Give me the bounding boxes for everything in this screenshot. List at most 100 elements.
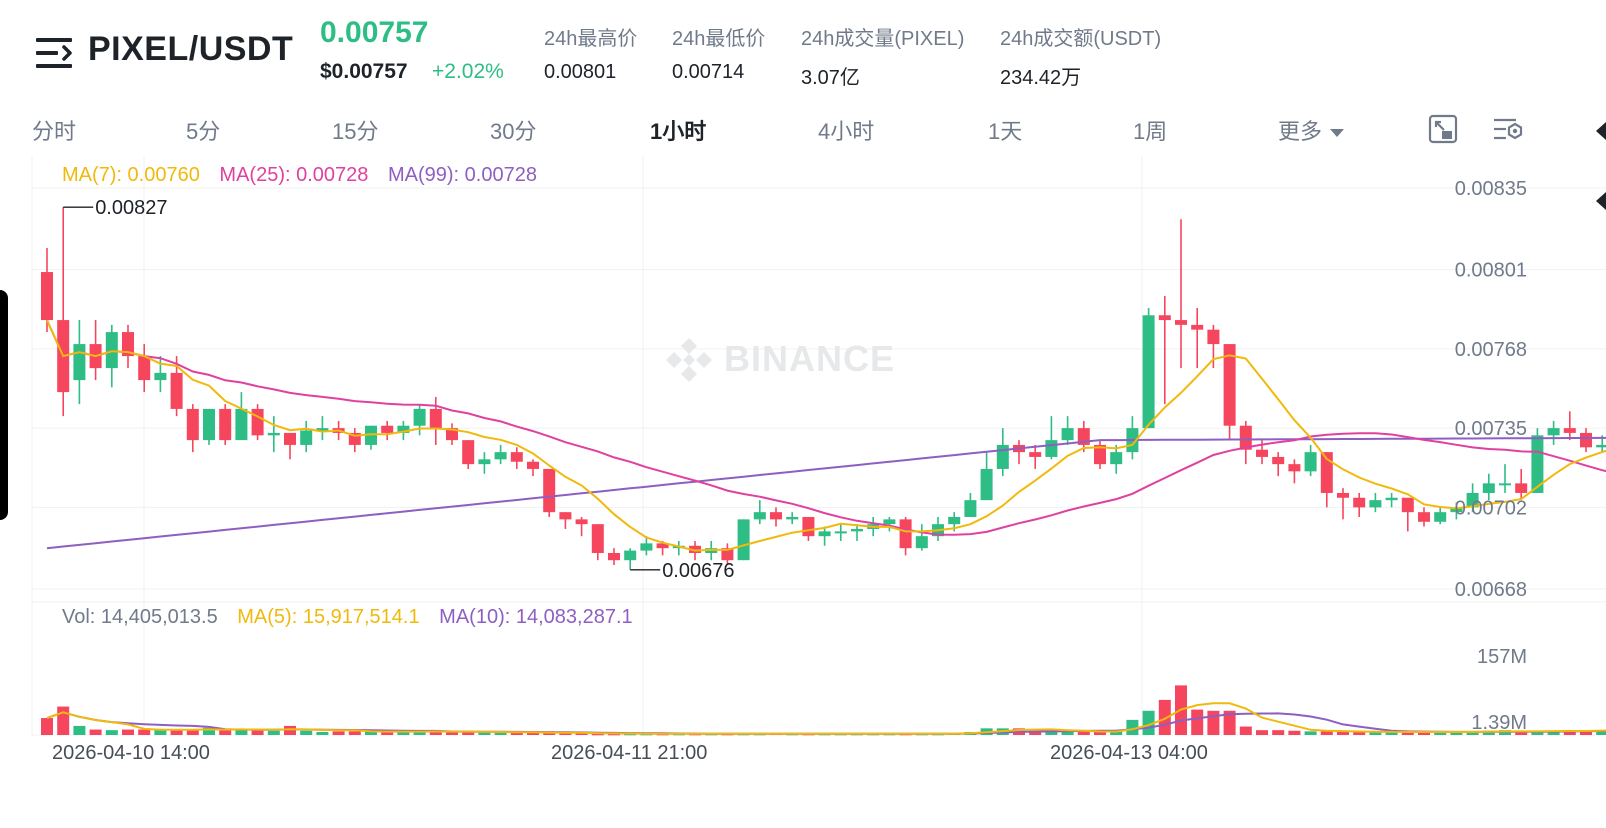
tab-1w[interactable]: 1周: [1133, 119, 1168, 144]
candle: [1207, 324, 1220, 369]
candle-body: [381, 425, 394, 433]
volume-bar: [494, 732, 507, 735]
tab-more[interactable]: 更多: [1278, 114, 1345, 146]
candle-body: [1547, 428, 1560, 436]
volume-bar: [235, 729, 248, 735]
candle-body: [154, 372, 167, 381]
candle-body: [802, 516, 815, 537]
candle: [462, 440, 475, 469]
candle: [1288, 459, 1301, 484]
stat-value: 0.00801: [544, 61, 617, 83]
watermark: BINANCE: [664, 336, 914, 384]
price-tick-label: 0.00835: [1455, 178, 1527, 200]
candle-body: [996, 444, 1009, 469]
candle: [57, 207, 70, 417]
volume-bar: [1077, 731, 1090, 735]
volume-bar: [1061, 731, 1074, 735]
tab-30m[interactable]: 30分: [490, 119, 537, 144]
tab-1h[interactable]: 1小时: [650, 119, 707, 144]
candle-body: [251, 408, 264, 436]
candle: [1353, 492, 1366, 517]
candle-body: [656, 543, 669, 549]
volume-bar: [316, 731, 329, 735]
candle-body: [624, 550, 637, 561]
volume-bar: [575, 733, 588, 735]
price-change: +2.02%: [432, 60, 504, 83]
candle-body: [186, 408, 199, 441]
candle: [1450, 502, 1463, 520]
candle-body: [1029, 452, 1042, 457]
candle-body: [689, 545, 701, 553]
volume-bar: [1547, 730, 1560, 735]
legend-ma25: MA(25): 0.00728: [219, 164, 369, 186]
candle: [915, 524, 928, 551]
legend-vol-ma5: MA(5): 15,917,514.1: [237, 606, 420, 628]
kline-chart[interactable]: 0.00827 0.00676 0.00835 0.00801 0.00768 0.007…: [0, 156, 1606, 742]
volume-bar: [1191, 709, 1204, 735]
volume-bar: [348, 731, 361, 735]
price-legend: MA(7): 0.00760 MA(25): 0.00728 MA(99): 0…: [62, 164, 551, 187]
volume-bar: [1110, 731, 1123, 735]
candle-body: [608, 552, 620, 561]
volume-tick-label: 1.39M: [1471, 712, 1527, 734]
candle: [818, 526, 831, 546]
candle-body: [105, 332, 118, 369]
candle: [980, 452, 993, 501]
candle: [1142, 308, 1155, 429]
candle-body: [316, 428, 329, 431]
caret-down-icon: [1330, 129, 1345, 138]
candle: [219, 404, 232, 445]
candle: [608, 548, 620, 565]
candle: [1304, 444, 1317, 477]
candle-body: [753, 512, 766, 520]
volume-bar: [1256, 730, 1268, 735]
volume-bar: [73, 725, 86, 735]
candle: [1126, 416, 1139, 460]
price-tick-label: 0.00735: [1455, 418, 1527, 440]
volume-bar: [284, 725, 296, 735]
candle-body: [235, 408, 248, 441]
volume-bar: [203, 727, 215, 735]
volume-bar: [413, 731, 426, 735]
candle-body: [915, 536, 928, 549]
candle-body: [138, 356, 151, 381]
stat-24h-high: 24h最高价 0.00801: [544, 22, 637, 84]
tab-15m[interactable]: 15分: [332, 119, 379, 144]
edge-arrow-icon: [1596, 122, 1606, 140]
candle: [753, 500, 766, 525]
candle-body: [397, 425, 410, 433]
vol-ma10-line: [46, 711, 1606, 735]
legend-vol-ma10: MA(10): 14,083,287.1: [439, 606, 633, 628]
volume-bar: [429, 730, 442, 735]
tab-1d[interactable]: 1天: [988, 119, 1023, 144]
candle-body: [1434, 512, 1447, 522]
volume-bar: [1385, 731, 1398, 735]
tab-4h[interactable]: 4小时: [818, 119, 875, 144]
fullscreen-icon[interactable]: [1428, 114, 1458, 144]
candle: [1466, 483, 1479, 513]
candle: [1482, 473, 1495, 501]
volume-bar: [1288, 730, 1301, 735]
candle: [591, 524, 604, 561]
x-tick-label: 2026-04-13 04:00: [1050, 742, 1208, 764]
candle: [138, 344, 151, 393]
tab-timeline[interactable]: 分时: [32, 119, 77, 144]
candle: [1045, 416, 1058, 460]
candle-body: [575, 519, 588, 525]
candle-body: [1401, 497, 1414, 513]
chart-settings-icon[interactable]: [1492, 114, 1524, 144]
menu-icon[interactable]: [36, 36, 76, 70]
volume-bar: [1045, 731, 1058, 735]
volume-bar: [1272, 730, 1285, 735]
side-handle[interactable]: [0, 290, 8, 520]
tab-5m[interactable]: 5分: [186, 119, 221, 144]
last-price: 0.00757: [320, 16, 429, 49]
stat-value: 3.07亿: [801, 67, 860, 89]
volume-bar: [1596, 730, 1606, 735]
header: PIXEL/USDT 0.00757 $0.00757 +2.02% 24h最高…: [0, 0, 1606, 100]
candle: [122, 324, 134, 369]
candle: [1094, 440, 1106, 469]
pair-title[interactable]: PIXEL/USDT: [88, 30, 294, 68]
low-annotation: 0.00676: [662, 560, 734, 582]
candle: [1580, 428, 1592, 453]
